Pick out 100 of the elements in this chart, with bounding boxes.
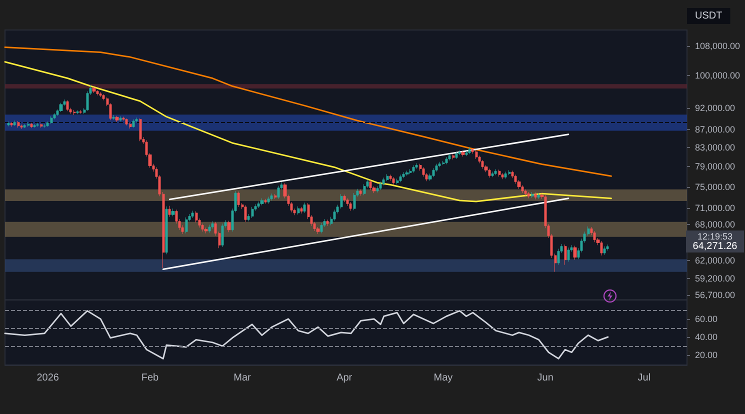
candlestick xyxy=(43,124,46,128)
candlestick xyxy=(353,192,356,210)
candlestick xyxy=(96,90,99,96)
candlestick xyxy=(382,177,385,186)
line-series xyxy=(4,46,612,177)
candlestick xyxy=(415,163,418,169)
candlestick xyxy=(603,246,606,256)
candlestick xyxy=(171,208,175,217)
candlestick xyxy=(461,150,465,157)
candlestick xyxy=(244,205,247,222)
candlestick xyxy=(7,121,10,127)
candlestick xyxy=(504,171,507,179)
candlestick xyxy=(10,122,13,128)
candlestick xyxy=(412,165,415,173)
candlestick xyxy=(211,221,214,229)
candlestick xyxy=(76,110,79,114)
y-tick-label: 56,700.00 xyxy=(695,290,736,300)
candlestick xyxy=(115,116,119,122)
candlestick xyxy=(379,181,382,190)
y-tick-label: 83,000.00 xyxy=(695,142,736,153)
candlestick xyxy=(452,154,455,160)
candlestick xyxy=(448,153,451,161)
candlestick xyxy=(501,172,504,180)
candlestick xyxy=(432,168,435,178)
x-tick-label: May xyxy=(434,372,453,384)
candlestick xyxy=(531,192,534,198)
candlestick xyxy=(227,220,231,232)
line-series xyxy=(4,310,609,360)
candlestick xyxy=(369,180,372,190)
candlestick xyxy=(125,118,128,126)
candlestick xyxy=(593,230,596,242)
candlestick xyxy=(465,150,468,156)
candlestick xyxy=(402,172,405,178)
candlestick xyxy=(297,206,300,215)
candlestick xyxy=(99,92,102,98)
y-tick-label: 92,000.00 xyxy=(695,102,736,113)
candlestick xyxy=(498,169,501,177)
candlestick xyxy=(185,217,188,234)
text: 12:19:53 xyxy=(697,232,733,242)
y-tick-label: 75,000.00 xyxy=(695,182,736,192)
candlestick xyxy=(567,247,570,262)
y-tick-label: 40.00 xyxy=(695,332,718,342)
y-tick-label: 71,000.00 xyxy=(695,203,736,214)
candlestick xyxy=(386,174,389,182)
y-tick-label: 87,000.00 xyxy=(695,124,736,134)
x-tick-label: Mar xyxy=(234,372,252,384)
candlestick xyxy=(251,206,254,218)
candlestick xyxy=(257,201,260,208)
candlestick xyxy=(260,198,264,206)
candlestick xyxy=(191,210,194,218)
candlestick xyxy=(600,240,603,256)
y-tick-label: 60.00 xyxy=(695,314,718,324)
candlestick xyxy=(537,192,540,200)
candlestick xyxy=(573,246,577,260)
candlestick xyxy=(445,156,448,165)
candlestick xyxy=(129,122,132,129)
candlestick xyxy=(491,171,494,178)
x-tick-label: Jun xyxy=(537,372,554,384)
y-tick-label: 79,000.00 xyxy=(695,162,736,172)
candlestick xyxy=(92,86,96,94)
y-tick-label: 100,000.00 xyxy=(695,70,740,81)
candlestick xyxy=(320,222,323,234)
candlestick xyxy=(399,174,402,182)
candlestick xyxy=(208,224,211,234)
candlestick xyxy=(139,118,142,142)
candlestick xyxy=(112,114,115,120)
y-tick-label: 59,200.00 xyxy=(695,273,736,284)
candlestick xyxy=(326,219,329,226)
y-axis-title: USDT xyxy=(695,10,722,22)
candlestick xyxy=(527,192,530,199)
candlestick xyxy=(389,174,392,181)
candlestick xyxy=(267,196,270,204)
candlestick xyxy=(343,194,346,202)
candlestick xyxy=(606,244,609,251)
candlestick xyxy=(274,194,277,200)
candlestick xyxy=(30,122,33,128)
candlestick xyxy=(132,119,135,128)
candlestick xyxy=(40,123,43,128)
candlestick xyxy=(119,116,122,122)
candlestick xyxy=(36,122,39,128)
y-tick-label: 68,000.00 xyxy=(695,220,736,230)
candlestick xyxy=(534,192,537,200)
candlestick xyxy=(405,170,409,176)
candlestick xyxy=(204,227,208,234)
y-tick-label: 20.00 xyxy=(695,350,718,360)
candlestick xyxy=(168,206,171,218)
candlestick xyxy=(165,206,168,254)
candlestick xyxy=(346,198,349,206)
candlestick xyxy=(50,116,53,124)
text: 64,271.26 xyxy=(692,241,738,252)
candlestick xyxy=(494,168,497,176)
x-tick-label: Feb xyxy=(141,372,160,384)
candlestick xyxy=(564,244,567,266)
candlestick xyxy=(300,206,303,214)
candlestick xyxy=(349,202,352,211)
candlestick xyxy=(396,178,399,184)
candlestick xyxy=(508,170,511,176)
candlestick xyxy=(17,120,20,128)
candlestick xyxy=(422,166,425,177)
y-tick-label: 62,000.00 xyxy=(695,255,736,266)
